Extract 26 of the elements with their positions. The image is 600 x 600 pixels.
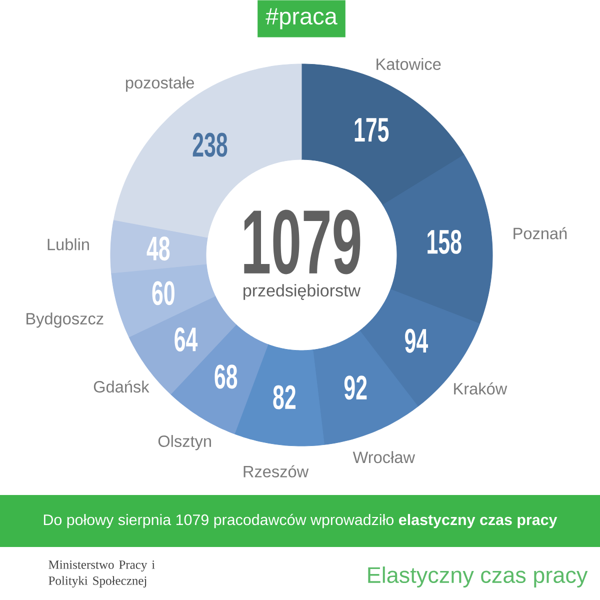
slice-label: Wrocław	[352, 451, 416, 464]
slice-label: Kraków	[454, 382, 508, 395]
data-label: 158	[428, 230, 462, 254]
text: Ministerstwo Pracy i Polityki Społecznej	[48, 560, 155, 588]
slice-label: Lublin	[48, 238, 89, 250]
data-label: 64	[174, 327, 198, 352]
data-label: 82	[273, 385, 296, 410]
chart-title: #praca	[266, 8, 338, 30]
data-label: 48	[146, 236, 170, 261]
text: Do połowy sierpnia 1079 pracodawców wprowadziło elastyczny czas pracy	[44, 514, 558, 528]
data-label: 94	[405, 328, 428, 353]
text: przedsiębiorstw	[244, 284, 361, 300]
slice-label: Bydgoszcz	[26, 312, 104, 328]
text: 1079	[244, 210, 360, 274]
slice-label: Olsztyn	[158, 435, 211, 450]
slice-label: Katowice	[376, 58, 441, 70]
data-label: 92	[344, 376, 367, 400]
slice-label: Poznań	[514, 227, 567, 240]
slice-label: Gdańsk	[94, 380, 150, 393]
slice-label: pozostałe	[126, 76, 194, 92]
data-label: 60	[152, 281, 174, 306]
slice-label: Rzeszów	[244, 465, 309, 478]
data-label: 175	[354, 118, 389, 142]
data-label: 238	[192, 132, 228, 157]
data-label: 68	[214, 364, 238, 389]
text: Elastyczny czas pracy	[368, 566, 588, 588]
